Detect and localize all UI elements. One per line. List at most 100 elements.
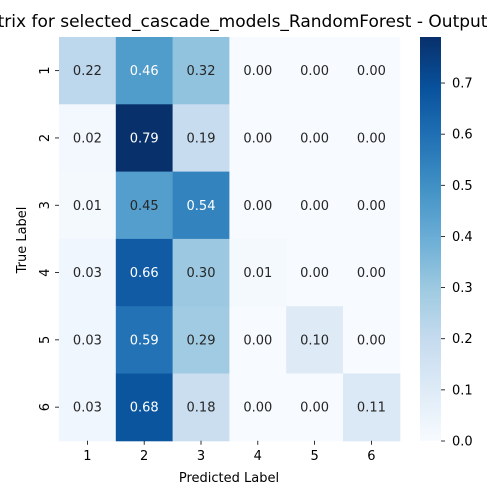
heatmap-cell: [286, 373, 344, 442]
cell-value-label: 0.46: [130, 64, 159, 79]
heatmap-cell: [59, 37, 117, 105]
x-axis-label: Predicted Label: [179, 471, 279, 486]
heatmap-cell: [59, 171, 117, 240]
cell-value-label: 0.00: [243, 333, 272, 348]
cell-value-label: 0.00: [243, 131, 272, 146]
heatmap-cell: [343, 373, 401, 442]
cell-value-label: 0.22: [73, 64, 102, 79]
cell-value-label: 0.00: [300, 199, 329, 214]
colorbar-gradient: [420, 37, 441, 441]
cell-value-label: 0.00: [357, 64, 386, 79]
cell-value-label: 0.00: [243, 64, 272, 79]
cell-value-label: 0.00: [357, 333, 386, 348]
colorbar: 0.0 0.1 0.2 0.3 0.4 0.5 0.6 0.7: [420, 37, 473, 450]
heatmap-cell: [343, 37, 401, 105]
heatmap-cell: [286, 104, 344, 173]
heatmap-cell: [172, 238, 230, 307]
cell-value-label: 0.00: [243, 199, 272, 214]
cell-value-label: 0.66: [130, 266, 159, 281]
colorbar-tick-label: 0.5: [452, 179, 473, 194]
heatmap-cell: [172, 104, 230, 173]
heatmap-cell: [172, 373, 230, 442]
colorbar-tick-label: 0.1: [452, 383, 473, 398]
heatmap-cell: [172, 37, 230, 105]
cell-value-label: 0.32: [187, 64, 216, 79]
cell-value-label: 0.00: [357, 131, 386, 146]
heatmap-cell: [59, 104, 117, 173]
x-tick-label: 5: [310, 449, 318, 464]
y-axis-label: True Label: [15, 207, 30, 275]
cell-value-label: 0.11: [357, 401, 386, 416]
heatmap-cell: [343, 238, 401, 307]
x-tick-label: 3: [197, 449, 205, 464]
x-tick-label: 4: [254, 449, 262, 464]
cell-value-label: 0.54: [187, 199, 216, 214]
heatmap-cell: [115, 238, 174, 307]
cell-value-label: 0.00: [357, 199, 386, 214]
cell-value-labels: 0.22 0.46 0.32 0.00 0.00 0.00 0.02 0.79 0.19 0.00…: [73, 64, 386, 416]
cell-value-label: 0.29: [187, 333, 216, 348]
heatmap-cell: [229, 238, 287, 307]
heatmap-cell: [229, 373, 287, 442]
cell-value-label: 0.00: [357, 266, 386, 281]
x-tick-label: 2: [140, 449, 148, 464]
cell-value-label: 0.00: [300, 266, 329, 281]
heatmap-cells: [59, 37, 401, 442]
heatmap-cell: [115, 171, 174, 240]
heatmap-cell: [59, 373, 117, 442]
heatmap-cell: [286, 238, 344, 307]
y-tick-label: 3: [38, 201, 53, 209]
cell-value-label: 0.00: [243, 401, 272, 416]
y-tick-label: 2: [38, 134, 53, 142]
cell-value-label: 0.59: [130, 333, 159, 348]
heatmap-cell: [343, 306, 401, 374]
cell-value-label: 0.19: [187, 131, 216, 146]
chart-title: Matrix for selected_cascade_models_Rando…: [0, 12, 488, 32]
y-tick-label: 5: [38, 336, 53, 344]
heatmap-cell: [115, 373, 174, 442]
colorbar-tick-label: 0.2: [452, 332, 473, 347]
y-axis: 1 2 3 4 5 6: [38, 67, 59, 411]
y-tick-label: 6: [38, 403, 53, 411]
cell-value-label: 0.03: [73, 401, 102, 416]
cell-value-label: 0.18: [187, 401, 216, 416]
heatmap-cell: [115, 104, 174, 173]
cell-value-label: 0.02: [73, 131, 102, 146]
cell-value-label: 0.00: [300, 64, 329, 79]
cell-value-label: 0.10: [300, 333, 329, 348]
y-tick-label: 4: [38, 268, 53, 276]
colorbar-tick-label: 0.3: [452, 281, 473, 296]
heatmap-cell: [229, 104, 287, 173]
cell-value-label: 0.00: [300, 131, 329, 146]
colorbar-tick-label: 0.7: [452, 77, 473, 92]
colorbar-tick-label: 0.4: [452, 230, 473, 245]
heatmap-cell: [59, 238, 117, 307]
cell-value-label: 0.01: [243, 266, 272, 281]
x-axis: 1 2 3 4 5 6: [83, 440, 376, 464]
cell-value-label: 0.01: [73, 199, 102, 214]
cell-value-label: 0.03: [73, 333, 102, 348]
cell-value-label: 0.68: [130, 401, 159, 416]
heatmap-cell: [59, 306, 117, 374]
heatmap-cell: [229, 171, 287, 240]
x-tick-label: 6: [367, 449, 375, 464]
colorbar-tick-label: 0.6: [452, 128, 473, 143]
heatmap-cell: [115, 306, 174, 374]
heatmap-cell: [115, 37, 174, 105]
x-tick-label: 1: [83, 449, 91, 464]
cell-value-label: 0.79: [130, 131, 159, 146]
colorbar-tick-label: 0.0: [452, 435, 473, 450]
heatmap-cell: [286, 171, 344, 240]
cell-value-label: 0.45: [130, 199, 159, 214]
heatmap-cell: [229, 306, 287, 374]
cell-value-label: 0.03: [73, 266, 102, 281]
heatmap-cell: [343, 171, 401, 240]
heatmap-cell: [172, 171, 230, 240]
heatmap-cell: [286, 37, 344, 105]
heatmap-cell: [286, 306, 344, 374]
heatmap-cell: [172, 306, 230, 374]
cell-value-label: 0.30: [187, 266, 216, 281]
cell-value-label: 0.00: [300, 401, 329, 416]
heatmap-cell: [229, 37, 287, 105]
